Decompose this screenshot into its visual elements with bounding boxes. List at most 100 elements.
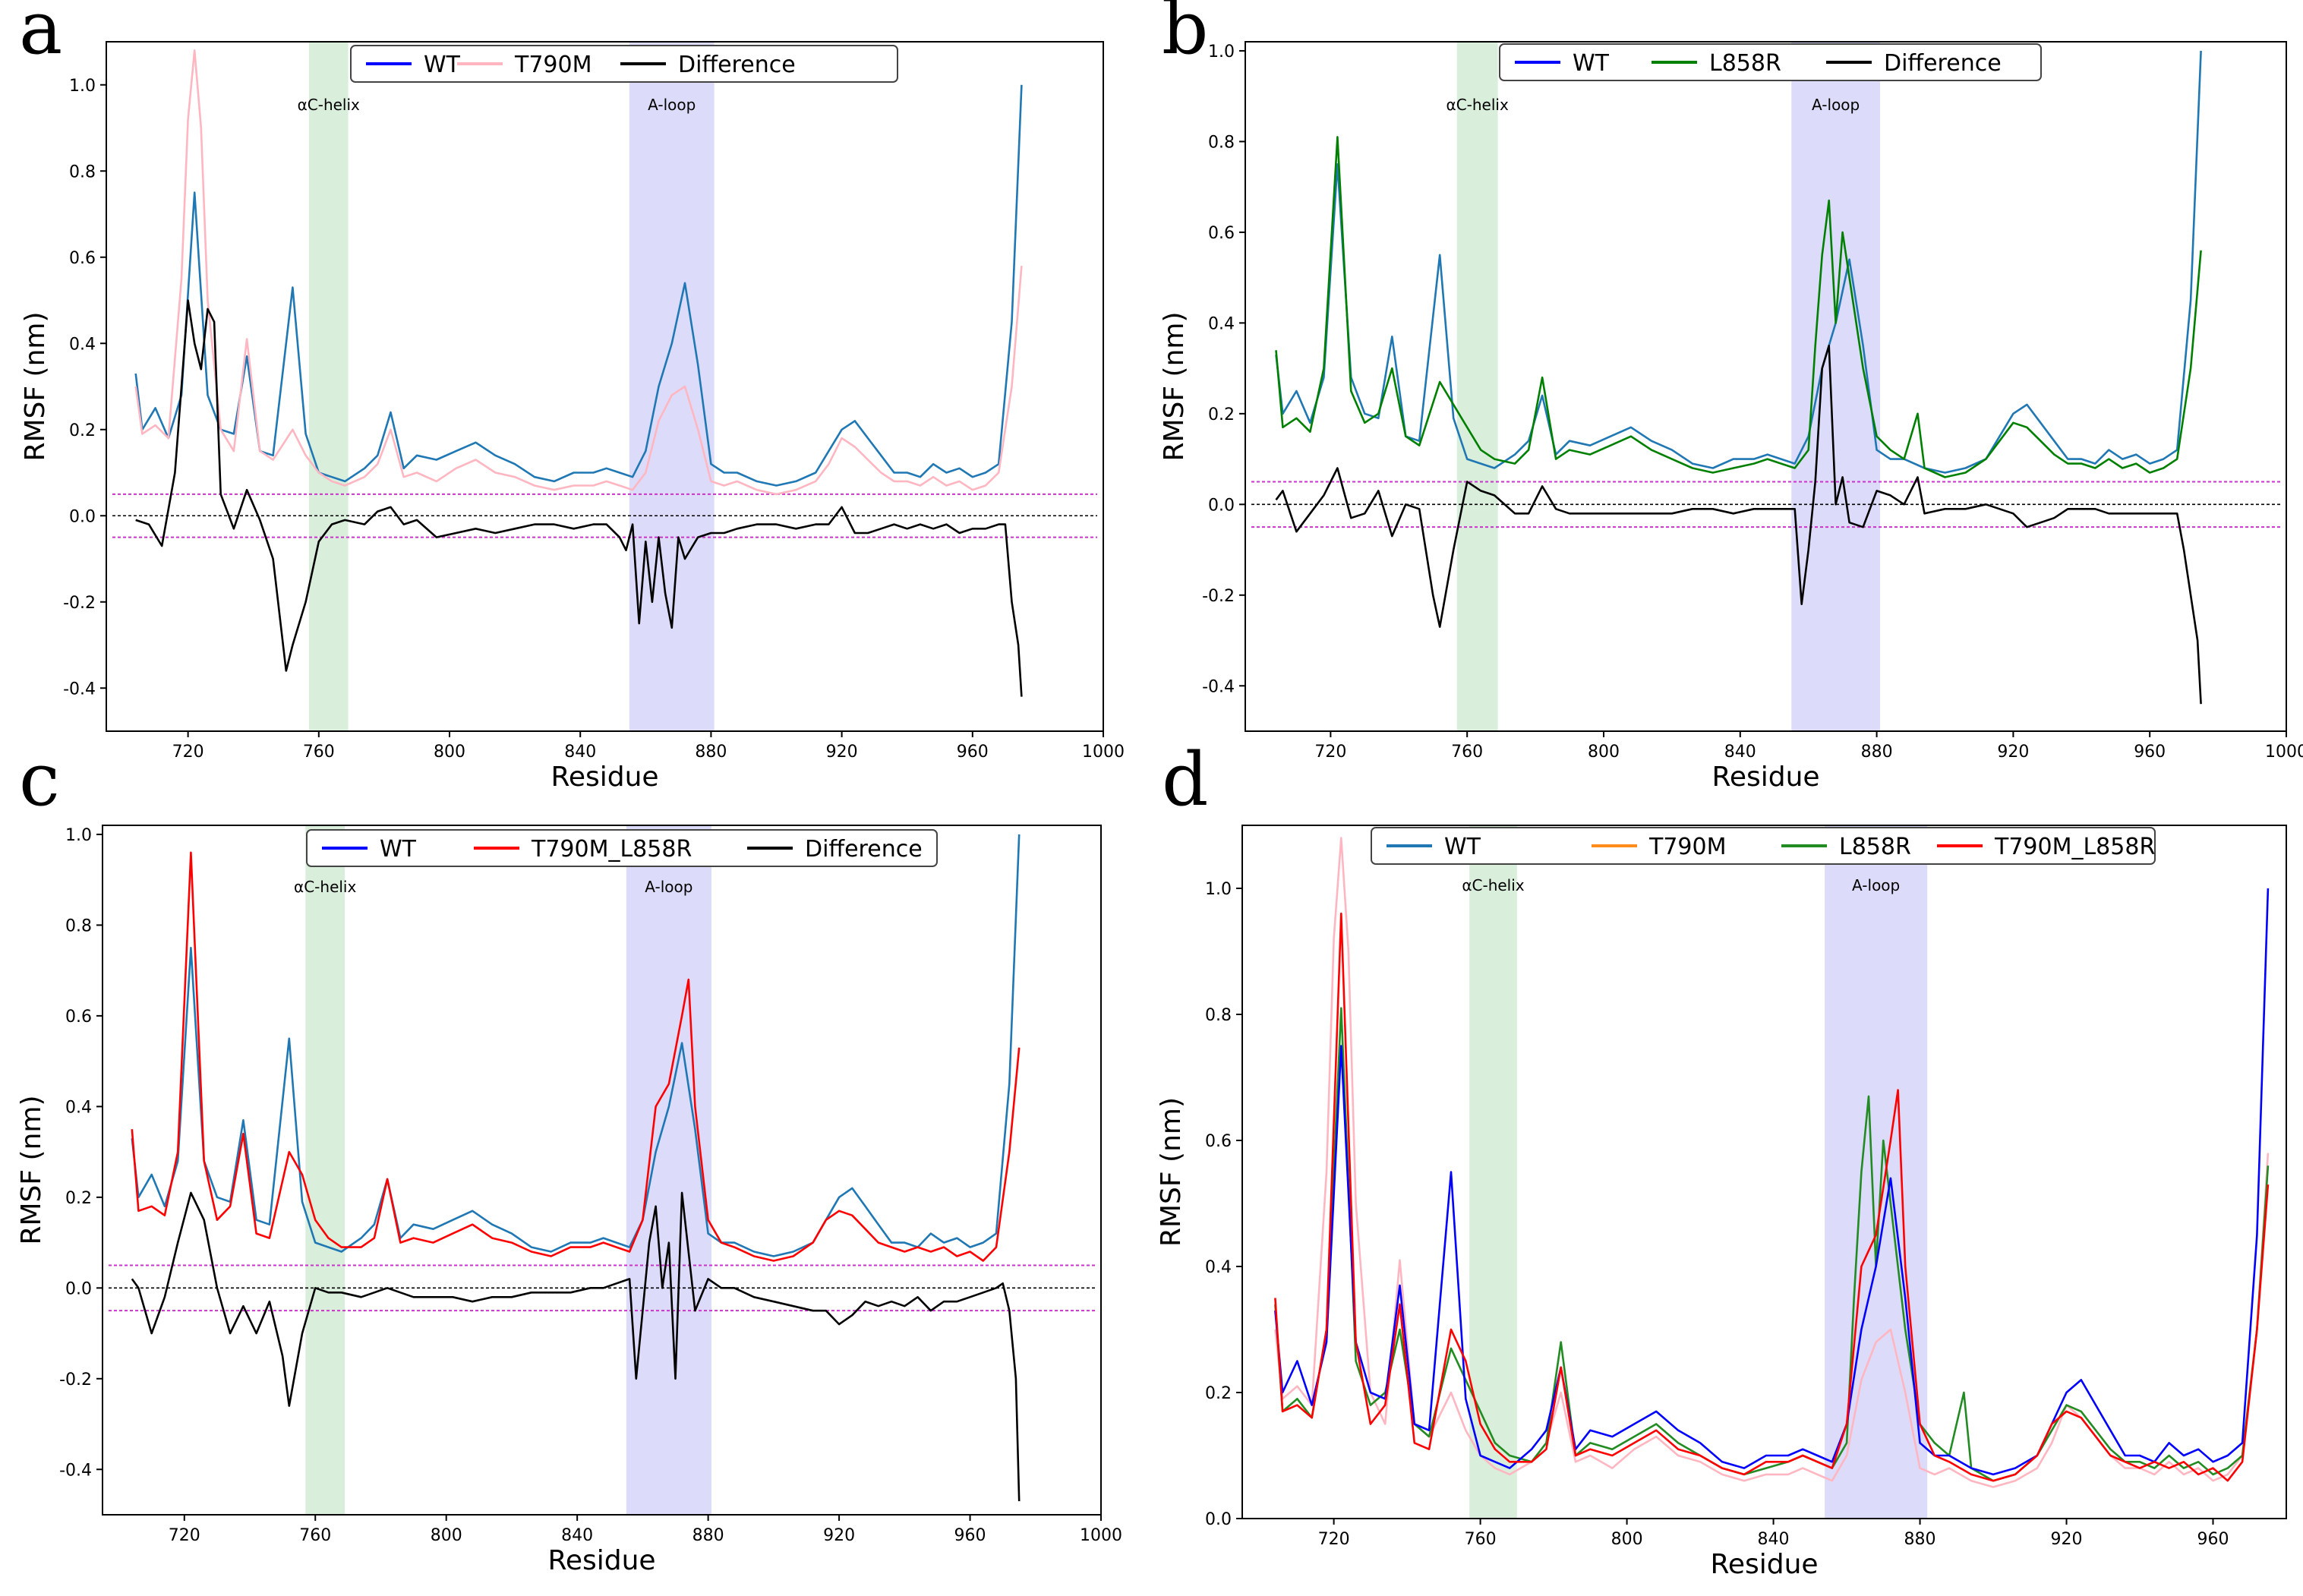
a-loop-label: A-loop [1812, 96, 1860, 114]
y-tick-label: 0.2 [69, 421, 96, 440]
x-tick-label: 1000 [1082, 743, 1125, 762]
x-tick-label: 880 [695, 743, 727, 762]
x-axis-label: Residue [551, 762, 658, 793]
series-line-difference [135, 299, 1023, 697]
y-axis-label: RMSF (nm) [16, 1095, 47, 1244]
y-tick-label: -0.4 [59, 1461, 92, 1480]
y-tick-label: 1.0 [65, 826, 92, 845]
x-tick-label: 800 [1588, 743, 1620, 762]
x-tick-label: 800 [434, 743, 465, 762]
legend-box [1499, 43, 2042, 81]
legend-entry: L858R [1839, 834, 1911, 860]
x-tick-label: 840 [561, 1526, 593, 1545]
y-tick-label: 0.0 [1208, 496, 1235, 515]
x-tick-label: 760 [303, 743, 335, 762]
y-tick-label: 0.8 [69, 162, 96, 181]
legend-entry: T790M_L858R [1994, 834, 2155, 860]
x-tick-label: 920 [823, 1526, 855, 1545]
y-tick-label: -0.2 [59, 1370, 92, 1389]
y-tick-label: 0.6 [69, 249, 96, 268]
y-tick-label: 0.0 [69, 507, 96, 526]
series-line-difference [1275, 344, 2202, 705]
y-tick-label: 1.0 [1205, 880, 1232, 899]
x-tick-label: 880 [1861, 743, 1893, 762]
x-tick-label: 960 [2197, 1530, 2229, 1549]
y-tick-label: 0.8 [1208, 133, 1235, 152]
x-tick-label: 720 [1314, 743, 1346, 762]
y-tick-label: 0.6 [1205, 1132, 1232, 1151]
a-loop-region [1825, 825, 1928, 1519]
panel-b: b αC-helix A-loop 720 760 800 840 880 920 960 1000… [1159, 0, 2303, 793]
x-axis-label: Residue [1711, 762, 1819, 793]
y-tick-label: 0.0 [1205, 1510, 1232, 1529]
x-tick-label: 720 [169, 1526, 200, 1545]
alpha-c-helix-region [1456, 42, 1498, 731]
x-tick-label: 760 [1451, 743, 1483, 762]
axes-frame [1241, 825, 2287, 1519]
series-line-wt [134, 84, 1023, 487]
panel-label: d [1162, 737, 1208, 822]
legend: WT L858R Difference [1499, 43, 2042, 81]
panel-a: a αC-helix A-loop 720 760 800 840 880 920 960 1000… [19, 0, 1125, 793]
series-line-difference [131, 1191, 1021, 1502]
x-axis-label: Residue [547, 1545, 655, 1576]
series-line-l858r [1275, 136, 2202, 478]
x-tick-label: 800 [1611, 1530, 1643, 1549]
y-tick-label: -0.2 [1202, 587, 1235, 606]
x-tick-label: 840 [1724, 743, 1756, 762]
y-tick-label: -0.4 [1202, 677, 1235, 696]
series-line-t790m [1274, 837, 2270, 1488]
legend-entry: Difference [805, 836, 923, 863]
series-line-t790m-l858r [1274, 912, 2270, 1482]
series-line-l858r [1274, 1007, 2270, 1482]
y-tick-label: 0.4 [1208, 314, 1235, 333]
legend-entry: Difference [678, 52, 796, 78]
x-tick-label: 800 [431, 1526, 462, 1545]
axes-frame [1245, 41, 2287, 732]
panel-label: b [1162, 0, 1208, 71]
legend: WT T790M Difference [350, 45, 898, 83]
legend-entry: WT [1573, 50, 1610, 77]
y-tick-label: 0.2 [1205, 1384, 1232, 1403]
legend-entry: T790M_L858R [531, 836, 692, 863]
panel-label: c [19, 737, 60, 822]
x-tick-label: 920 [2051, 1530, 2083, 1549]
series-line-wt [1275, 50, 2202, 474]
alpha-c-helix-region [1469, 825, 1517, 1519]
y-tick-label: -0.2 [63, 594, 96, 613]
legend: WT T790M L858R T790M_L858R [1371, 827, 2156, 865]
x-tick-label: 960 [2134, 743, 2166, 762]
x-tick-label: 760 [1465, 1530, 1497, 1549]
alpha-c-helix-region [308, 42, 349, 731]
y-tick-label: 1.0 [69, 77, 96, 96]
a-loop-label: A-loop [1852, 876, 1900, 894]
series-line-t790m [134, 49, 1023, 496]
y-tick-label: 0.4 [65, 1098, 92, 1117]
axes-frame [102, 825, 1102, 1516]
alpha-c-helix-label: αC-helix [1446, 96, 1509, 114]
x-tick-label: 960 [954, 1526, 986, 1545]
legend-entry: WT [424, 52, 461, 78]
x-tick-label: 920 [1997, 743, 2029, 762]
legend-entry: WT [1444, 834, 1481, 860]
x-tick-label: 720 [172, 743, 204, 762]
x-tick-label: 720 [1318, 1530, 1350, 1549]
legend-entry: WT [380, 836, 417, 863]
y-tick-label: 0.0 [65, 1279, 92, 1298]
legend-entry: T790M [514, 52, 592, 78]
y-tick-label: 0.8 [65, 916, 92, 935]
series-line-t790m-l858r [131, 851, 1021, 1262]
a-loop-region [626, 825, 711, 1515]
x-tick-label: 840 [1758, 1530, 1790, 1549]
a-loop-region [1791, 42, 1881, 731]
legend: WT T790M_L858R Difference [306, 829, 938, 867]
legend-entry: Difference [1884, 50, 2002, 77]
x-axis-label: Residue [1710, 1549, 1818, 1580]
x-tick-label: 880 [1904, 1530, 1936, 1549]
y-axis-label: RMSF (nm) [1156, 1097, 1187, 1247]
y-tick-label: 0.4 [1205, 1258, 1232, 1277]
y-axis-label: RMSF (nm) [20, 311, 51, 461]
legend-entry: L858R [1709, 50, 1781, 77]
series-line-wt [1274, 888, 2270, 1476]
